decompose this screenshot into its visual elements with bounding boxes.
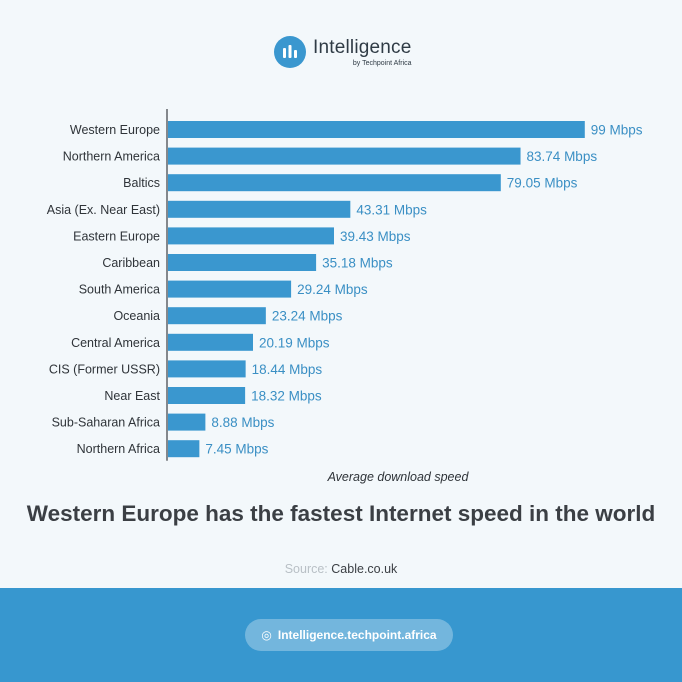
bar [168,413,206,431]
brand-name: Intelligence [313,36,412,58]
brand-logo-lockup: Intelligence by Techpoint Africa [274,36,412,68]
data-label: 83.74 Mbps [527,149,598,164]
headline: Western Europe has the fastest Internet … [26,501,656,526]
bar-chart-icon [274,36,306,68]
category-label: Western Europe [70,123,160,137]
category-label: Sub-Saharan Africa [52,416,160,430]
bar [168,147,521,165]
footer-bar: ◎ Intelligence.techpoint.africa [0,588,682,682]
category-label: Asia (Ex. Near East) [47,203,160,217]
data-label: 39.43 Mbps [340,229,411,244]
bar [168,360,246,378]
category-label: South America [79,283,160,297]
data-label: 79.05 Mbps [507,176,578,191]
category-label: CIS (Former USSR) [49,362,160,376]
x-axis-label: Average download speed [327,470,470,484]
bar [168,387,246,404]
bar [168,280,292,298]
source-line: Source: Cable.co.uk [0,562,682,576]
bar [168,227,335,245]
globe-icon: ◎ [261,628,272,642]
data-label: 18.32 Mbps [251,389,322,404]
bar [168,174,501,192]
bar [168,440,200,458]
data-label: 7.45 Mbps [205,442,268,457]
source-value: Cable.co.uk [331,562,398,576]
brand-subtitle: by Techpoint Africa [352,59,412,67]
data-label: 29.24 Mbps [297,282,368,297]
bar [168,121,585,138]
category-label: Baltics [123,176,160,190]
bar-chart: Western Europe 99 Mbps Northern America 83.… [47,109,643,484]
category-label: Northern America [63,150,160,164]
data-label: 8.88 Mbps [211,415,274,430]
data-label: 20.19 Mbps [259,335,330,350]
bar [168,254,317,271]
data-label: 43.31 Mbps [356,202,427,217]
category-label: Caribbean [102,256,160,270]
category-label: Eastern Europe [73,229,160,243]
data-label: 35.18 Mbps [322,256,393,271]
bar [168,333,253,351]
website-link-text: Intelligence.techpoint.africa [277,628,437,642]
category-label: Near East [104,389,160,403]
data-label: 18.44 Mbps [252,362,323,377]
category-label: Central America [71,336,160,350]
bar [168,200,351,218]
source-label: Source: [284,562,328,576]
category-label: Oceania [113,309,160,323]
category-label: Northern Africa [77,442,160,456]
data-label: 23.24 Mbps [272,309,343,324]
website-link[interactable]: ◎ Intelligence.techpoint.africa [245,619,453,651]
bar [168,307,266,325]
data-label: 99 Mbps [591,123,643,138]
